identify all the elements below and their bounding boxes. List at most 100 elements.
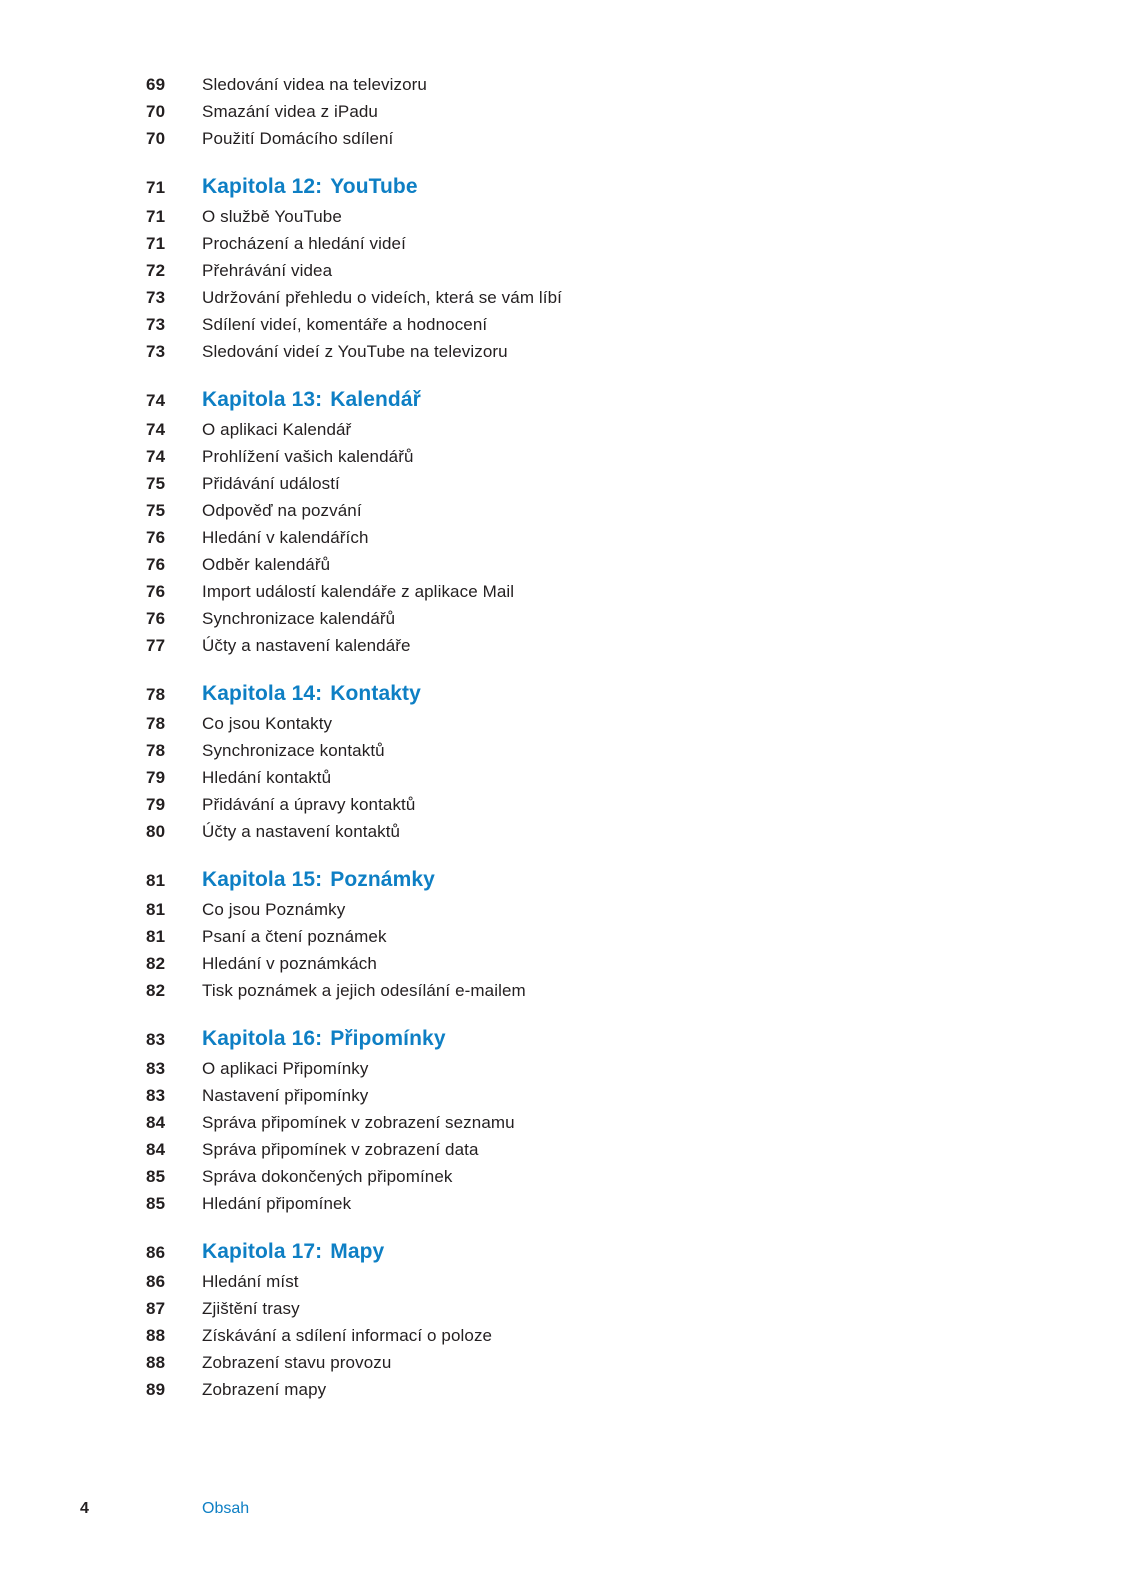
entry-page-number: 69 (146, 75, 166, 94)
toc-entry-link[interactable]: Hledání kontaktů (202, 768, 332, 787)
chapter-heading-link[interactable]: Kapitola 16: Připomínky (202, 1024, 446, 1054)
toc-entry-link[interactable]: Přidávání událostí (202, 474, 340, 493)
chapter-heading-link[interactable]: Kapitola 17: Mapy (202, 1237, 384, 1267)
toc-entry-link[interactable]: Účty a nastavení kalendáře (202, 636, 411, 655)
entry-page-number: 71 (146, 234, 166, 253)
toc-entry-link[interactable]: O aplikaci Připomínky (202, 1059, 369, 1078)
toc-entry-link[interactable]: Správa dokončených připomínek (202, 1167, 453, 1186)
entry-page-number: 88 (146, 1353, 166, 1372)
footer-obsah-label: Obsah (202, 1500, 250, 1517)
toc-entry-row: 70 Použití Domácího sdílení (146, 125, 1065, 152)
entry-page-number: 80 (146, 822, 166, 841)
chapter-page-number: 81 (146, 871, 166, 890)
toc-entry-link[interactable]: Hledání v kalendářích (202, 528, 369, 547)
entry-page-number: 76 (146, 528, 166, 547)
chapter-heading-name: YouTube (330, 175, 418, 198)
toc-entry-link[interactable]: Synchronizace kontaktů (202, 741, 385, 760)
toc-entry-link[interactable]: Odběr kalendářů (202, 555, 331, 574)
toc-entry-link[interactable]: Tisk poznámek a jejich odesílání e-maile… (202, 981, 526, 1000)
toc-entry-link[interactable]: Udržování přehledu o videích, která se v… (202, 288, 562, 307)
entry-page-number: 83 (146, 1086, 166, 1105)
toc-entry-link[interactable]: Zjištění trasy (202, 1299, 300, 1318)
toc-entry-row: 76 Odběr kalendářů (146, 551, 1065, 578)
toc-entry-row: 85 Hledání připomínek (146, 1190, 1065, 1217)
toc-entry-link[interactable]: Použití Domácího sdílení (202, 129, 394, 148)
chapter-heading-label: Kapitola 17: (202, 1240, 323, 1263)
toc-entry-link[interactable]: Účty a nastavení kontaktů (202, 822, 401, 841)
toc-entry-row: 76 Synchronizace kalendářů (146, 605, 1065, 632)
toc-entry-link[interactable]: Přidávání a úpravy kontaktů (202, 795, 416, 814)
chapter-page-number: 71 (146, 178, 166, 197)
toc-entry-link[interactable]: Zobrazení stavu provozu (202, 1353, 392, 1372)
entry-page-number: 86 (146, 1272, 166, 1291)
chapter-page-number: 78 (146, 685, 166, 704)
toc-entry-link[interactable]: Synchronizace kalendářů (202, 609, 396, 628)
chapter-heading-link[interactable]: Kapitola 14: Kontakty (202, 679, 421, 709)
chapter-heading-link[interactable]: Kapitola 15: Poznámky (202, 865, 435, 895)
toc-entry-row: 84 Správa připomínek v zobrazení data (146, 1136, 1065, 1163)
toc-entry-link[interactable]: O aplikaci Kalendář (202, 420, 352, 439)
entry-page-number: 89 (146, 1380, 166, 1399)
chapter-heading-name: Kalendář (330, 388, 421, 411)
entry-page-number: 70 (146, 102, 166, 121)
toc-entry-link[interactable]: Hledání připomínek (202, 1194, 352, 1213)
toc-entry-row: 83 O aplikaci Připomínky (146, 1055, 1065, 1082)
chapter-heading-label: Kapitola 15: (202, 868, 323, 891)
toc-entry-link[interactable]: Získávání a sdílení informací o poloze (202, 1326, 493, 1345)
toc-section: 78 Kapitola 14: Kontakty 78 Co jsou Kontakty… (146, 679, 1065, 845)
entry-page-number: 77 (146, 636, 166, 655)
toc-entry-link[interactable]: Přehrávání videa (202, 261, 333, 280)
toc-entry-row: 82 Tisk poznámek a jejich odesílání e-mai… (146, 977, 1065, 1004)
chapter-heading-link[interactable]: Kapitola 12: YouTube (202, 172, 418, 202)
toc-entry-link[interactable]: Nastavení připomínky (202, 1086, 369, 1105)
toc-entry-row: 78 Co jsou Kontakty (146, 710, 1065, 737)
entry-page-number: 73 (146, 315, 166, 334)
toc-section: 71 Kapitola 12: YouTube 71 O službě YouTube 7… (146, 172, 1065, 365)
toc-entry-link[interactable]: Procházení a hledání videí (202, 234, 406, 253)
toc-entry-row: 87 Zjištění trasy (146, 1295, 1065, 1322)
toc-entry-link[interactable]: Psaní a čtení poznámek (202, 927, 387, 946)
toc-entry-link[interactable]: Hledání míst (202, 1272, 299, 1291)
toc-section: 81 Kapitola 15: Poznámky 81 Co jsou Poznámky… (146, 865, 1065, 1004)
toc-entry-row: 76 Import událostí kalendáře z aplikace M… (146, 578, 1065, 605)
entry-page-number: 70 (146, 129, 166, 148)
toc-entry-row: 85 Správa dokončených připomínek (146, 1163, 1065, 1190)
toc-entry-row: 76 Hledání v kalendářích (146, 524, 1065, 551)
toc-entry-row: 88 Zobrazení stavu provozu (146, 1349, 1065, 1376)
toc-entry-link[interactable]: Smazání videa z iPadu (202, 102, 378, 121)
toc-entry-link[interactable]: Odpověď na pozvání (202, 501, 362, 520)
entry-page-number: 83 (146, 1059, 166, 1078)
toc-entry-row: 75 Přidávání událostí (146, 470, 1065, 497)
chapter-heading-row: 83 Kapitola 16: Připomínky (146, 1024, 1065, 1055)
chapter-page-number: 86 (146, 1243, 166, 1262)
toc-entry-link[interactable]: Import událostí kalendáře z aplikace Mai… (202, 582, 515, 601)
toc-entry-link[interactable]: Správa připomínek v zobrazení data (202, 1140, 479, 1159)
chapter-heading-link[interactable]: Kapitola 13: Kalendář (202, 385, 421, 415)
toc-entry-link[interactable]: Zobrazení mapy (202, 1380, 327, 1399)
entry-page-number: 75 (146, 474, 166, 493)
toc-entry-link[interactable]: Co jsou Kontakty (202, 714, 333, 733)
toc-entry-link[interactable]: Sdílení videí, komentáře a hodnocení (202, 315, 488, 334)
toc-entry-row: 86 Hledání míst (146, 1268, 1065, 1295)
toc-entry-row: 79 Hledání kontaktů (146, 764, 1065, 791)
table-of-contents: 69 Sledování videa na televizoru 70 Smazání… (146, 71, 1065, 1403)
toc-entry-row: 72 Přehrávání videa (146, 257, 1065, 284)
entry-page-number: 73 (146, 288, 166, 307)
toc-entry-row: 73 Sdílení videí, komentáře a hodnocení (146, 311, 1065, 338)
toc-entry-link[interactable]: Co jsou Poznámky (202, 900, 346, 919)
toc-entry-link[interactable]: O službě YouTube (202, 207, 342, 226)
toc-entry-row: 80 Účty a nastavení kontaktů (146, 818, 1065, 845)
entry-page-number: 78 (146, 741, 166, 760)
chapter-heading-row: 86 Kapitola 17: Mapy (146, 1237, 1065, 1268)
toc-entry-row: 75 Odpověď na pozvání (146, 497, 1065, 524)
toc-entry-link[interactable]: Sledování videí z YouTube na televizoru (202, 342, 508, 361)
toc-entry-link[interactable]: Prohlížení vašich kalendářů (202, 447, 414, 466)
toc-entry-link[interactable]: Sledování videa na televizoru (202, 75, 427, 94)
chapter-heading-name: Kontakty (330, 682, 421, 705)
toc-entry-link[interactable]: Správa připomínek v zobrazení seznamu (202, 1113, 515, 1132)
toc-entry-link[interactable]: Hledání v poznámkách (202, 954, 377, 973)
entry-page-number: 76 (146, 555, 166, 574)
toc-entry-row: 73 Udržování přehledu o videích, která se… (146, 284, 1065, 311)
chapter-heading-name: Mapy (330, 1240, 385, 1263)
chapter-heading-row: 81 Kapitola 15: Poznámky (146, 865, 1065, 896)
